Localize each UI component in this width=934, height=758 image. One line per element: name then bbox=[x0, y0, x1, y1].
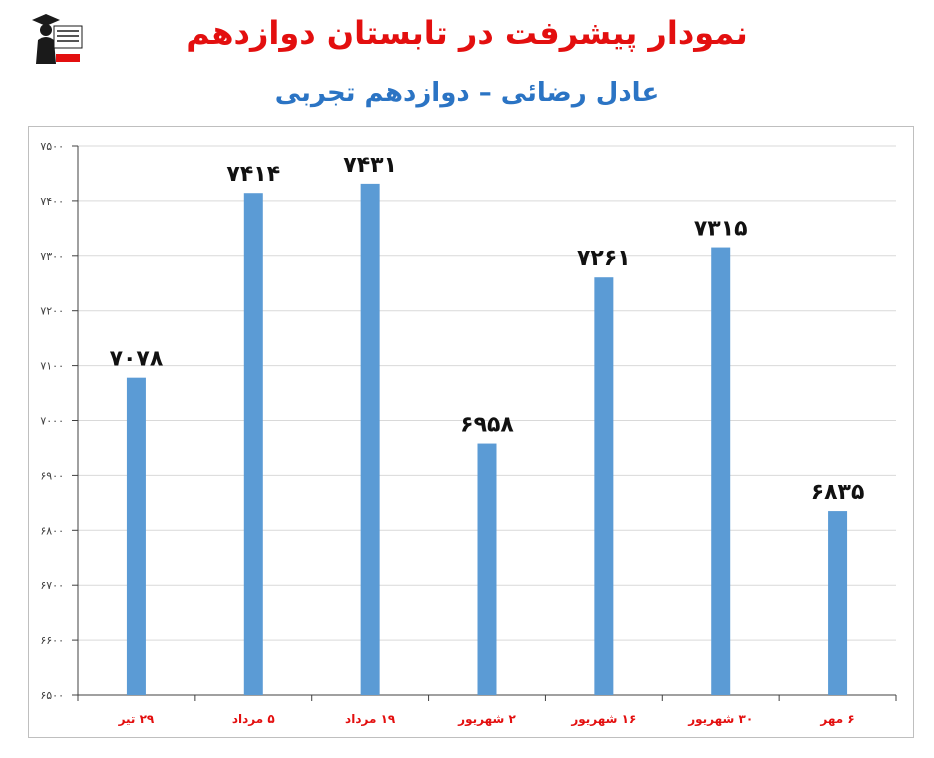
x-tick-label: ۵ مرداد bbox=[232, 712, 275, 726]
bar bbox=[711, 247, 731, 695]
y-tick-label: ۷۰۰۰ bbox=[40, 415, 64, 428]
bar bbox=[594, 277, 614, 695]
y-tick-label: ۶۹۰۰ bbox=[40, 469, 64, 482]
data-label: ۶۸۳۵ bbox=[811, 480, 865, 505]
data-label: ۷۴۳۱ bbox=[343, 153, 397, 178]
x-tick-label: ۱۹ مرداد bbox=[345, 712, 396, 726]
y-tick-label: ۶۷۰۰ bbox=[40, 579, 64, 592]
x-tick-label: ۶ مهر bbox=[819, 712, 854, 726]
bar bbox=[477, 443, 497, 695]
data-label: ۷۲۶۱ bbox=[577, 246, 631, 271]
graduate-logo-icon bbox=[28, 10, 84, 66]
data-label: ۶۹۵۸ bbox=[460, 413, 514, 438]
data-labels: ۷۰۷۸ ۷۴۱۴ ۷۴۳۱ ۶۹۵۸ ۷۲۶۱ ۷۳۱۵ ۶۸۳۵ bbox=[110, 153, 865, 505]
y-tick-label: ۷۴۰۰ bbox=[40, 195, 64, 208]
chart-subtitle: عادل رضائی – دوازدهم تجربی bbox=[274, 78, 660, 108]
x-tick-label: ۳۰ شهریور bbox=[687, 712, 753, 727]
chart-frame bbox=[28, 126, 914, 738]
y-tick-label: ۶۶۰۰ bbox=[40, 634, 64, 647]
x-tick-label: ۱۶ شهریور bbox=[570, 712, 636, 727]
bar bbox=[360, 183, 380, 696]
y-tick-label: ۷۵۰۰ bbox=[40, 140, 64, 153]
y-tick-label: ۷۱۰۰ bbox=[40, 360, 64, 373]
y-tick-label: ۶۸۰۰ bbox=[40, 524, 64, 537]
bar bbox=[243, 193, 263, 696]
y-tick-label: ۶۵۰۰ bbox=[40, 689, 64, 702]
x-tick-label: ۲۹ تیر bbox=[118, 712, 155, 726]
bar bbox=[828, 511, 848, 695]
y-tick-label: ۷۲۰۰ bbox=[40, 305, 64, 318]
bars bbox=[126, 183, 848, 696]
bar bbox=[126, 377, 146, 695]
x-tick-label: ۲ شهریور bbox=[457, 712, 516, 727]
data-label: ۷۴۱۴ bbox=[226, 162, 280, 187]
y-tick-label: ۷۳۰۰ bbox=[40, 250, 64, 263]
data-label: ۷۳۱۵ bbox=[694, 217, 748, 242]
chart-title: نمودار پیشرفت در تابستان دوازدهم bbox=[186, 14, 748, 52]
data-label: ۷۰۷۸ bbox=[110, 347, 164, 372]
